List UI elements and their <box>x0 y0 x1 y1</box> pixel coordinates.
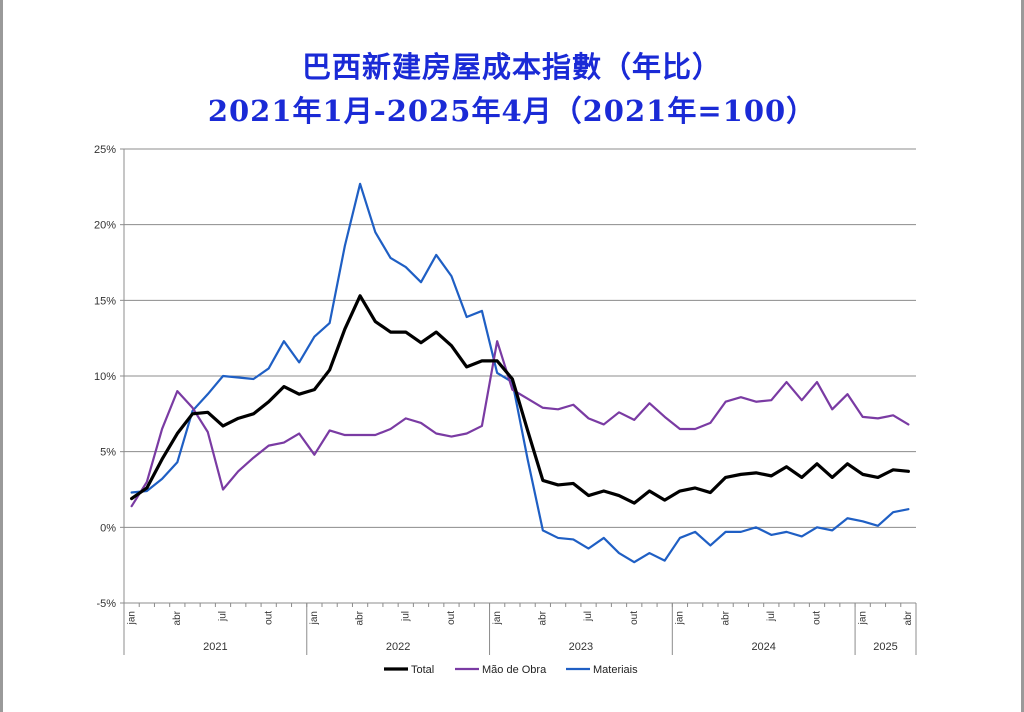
chart-title: 巴西新建房屋成本指數（年比） <box>301 50 722 84</box>
y-axis-ticks: 25% 20% 15% 10% 5% 0% -5% <box>94 144 125 610</box>
legend-label: Total <box>411 664 434 676</box>
y-tick-label: 20% <box>94 220 116 232</box>
x-tick-label: jul <box>583 611 594 622</box>
x-tick-label: abr <box>537 610 548 625</box>
frame-left-border <box>0 0 3 712</box>
legend-label: Materiais <box>593 664 638 676</box>
x-tick-label: abr <box>720 610 731 625</box>
x-tick-label: out <box>263 611 274 625</box>
legend-item: Total <box>384 664 434 676</box>
x-tick-label: jan <box>675 611 686 625</box>
series-line-materiais <box>130 182 910 564</box>
x-tick-label: jul <box>400 611 411 622</box>
y-tick-label: 5% <box>100 447 116 459</box>
x-tick-label: jul <box>218 611 229 622</box>
x-tick-label: jan <box>309 611 320 625</box>
year-label: 2023 <box>569 641 593 653</box>
year-label: 2025 <box>873 641 897 653</box>
series-lines <box>130 182 910 564</box>
x-axis: jan abr jul out jan abr jul out jan abr jul out jan a… <box>123 603 917 655</box>
legend: Total Mão de Obra Materiais <box>384 664 638 676</box>
y-tick-label: 10% <box>94 371 116 383</box>
y-tick-label: -5% <box>96 598 116 610</box>
year-label: 2021 <box>203 641 227 653</box>
x-tick-label: abr <box>903 610 914 625</box>
x-tick-label: jan <box>126 611 137 625</box>
year-label: 2022 <box>386 641 410 653</box>
x-tick-label: jan <box>857 611 868 625</box>
chart-subtitle: 2021年1月-2025年4月（2021年=100） <box>207 94 817 128</box>
series-line-total <box>130 294 910 505</box>
legend-label: Mão de Obra <box>482 664 547 676</box>
legend-item: Materiais <box>566 664 638 676</box>
x-tick-label: out <box>446 611 457 625</box>
x-tick-label: jan <box>492 611 503 625</box>
x-tick-label: out <box>812 611 823 625</box>
y-tick-label: 0% <box>100 522 116 534</box>
frame-right-border <box>1021 0 1024 712</box>
y-tick-label: 15% <box>94 295 116 307</box>
series-line-m-o-de-obra <box>130 340 910 508</box>
x-tick-label: out <box>629 611 640 625</box>
x-tick-label: abr <box>355 610 366 625</box>
x-tick-label: abr <box>172 610 183 625</box>
legend-item: Mão de Obra <box>455 664 547 676</box>
y-tick-label: 25% <box>94 144 116 156</box>
year-label: 2024 <box>751 641 775 653</box>
x-tick-label: jul <box>766 611 777 622</box>
